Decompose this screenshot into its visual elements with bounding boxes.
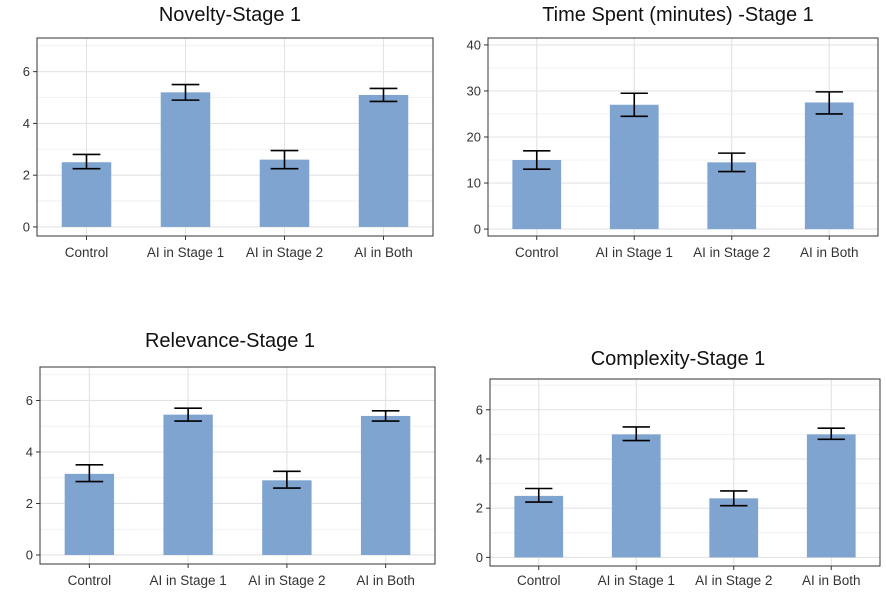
x-tick-label: Control (68, 573, 112, 588)
x-tick-label: Control (515, 245, 559, 260)
bar (806, 434, 856, 558)
plot-frame (39, 366, 436, 565)
chart-time-spent: Time Spent (minutes) -Stage 1 0 10 20 30 40 C… (450, 0, 886, 275)
bar (609, 104, 659, 230)
chart-complexity: Complexity-Stage 1 0 2 4 6 Control AI in Stag… (450, 320, 886, 593)
bar (259, 159, 310, 227)
y-tick-label: 0 (23, 219, 30, 234)
plot-frame (36, 37, 434, 237)
x-tick-label: AI in Stage 2 (248, 573, 325, 588)
bar (262, 480, 312, 555)
x-tick-label: AI in Both (802, 573, 861, 588)
chart-plot: 0 10 20 30 40 Control AI in Stage 1 AI in Stage… (467, 37, 879, 260)
x-tick-label: AI in Both (354, 245, 413, 260)
x-tick-label: AI in Stage 2 (246, 245, 323, 260)
y-tick-label: 0 (26, 547, 33, 562)
bar (163, 414, 213, 555)
x-tick-label: AI in Stage 1 (598, 573, 675, 588)
bar (360, 415, 411, 555)
y-tick-label: 30 (467, 83, 481, 98)
y-tick-label: 4 (26, 444, 33, 459)
x-tick-label: AI in Stage 2 (693, 245, 770, 260)
bar (611, 434, 661, 558)
y-tick-label: 4 (23, 116, 30, 131)
bar (160, 92, 211, 227)
y-tick-label: 40 (467, 37, 481, 52)
y-tick-label: 2 (26, 496, 33, 511)
y-tick-label: 0 (474, 222, 481, 237)
y-tick-label: 0 (476, 550, 483, 565)
bar (707, 162, 757, 230)
chart-plot: 0 2 4 6 Control AI in Stage 1 AI in Stage 2 AI … (476, 378, 881, 588)
y-tick-label: 2 (23, 168, 30, 183)
bar (514, 495, 564, 558)
y-tick-label: 6 (23, 64, 30, 79)
chart-title: Novelty-Stage 1 (158, 4, 302, 26)
x-tick-label: AI in Stage 1 (149, 573, 226, 588)
y-tick-label: 2 (476, 501, 483, 516)
y-tick-label: 10 (467, 176, 481, 191)
plot-frame (489, 378, 881, 567)
chart-title: Complexity-Stage 1 (590, 348, 766, 370)
x-tick-label: Control (517, 573, 561, 588)
x-tick-label: AI in Stage 1 (147, 245, 224, 260)
bar (358, 94, 409, 227)
y-tick-label: 6 (26, 393, 33, 408)
bar (804, 102, 854, 230)
chart-plot: 0 2 4 6 Control AI in Stage 1 AI in Stage 2 AI … (26, 366, 436, 588)
x-tick-label: AI in Stage 2 (695, 573, 772, 588)
x-tick-label: AI in Stage 1 (596, 245, 673, 260)
x-tick-label: Control (65, 245, 109, 260)
chart-title: Relevance-Stage 1 (144, 330, 316, 352)
x-tick-label: AI in Both (800, 245, 859, 260)
y-tick-label: 4 (476, 451, 483, 466)
y-tick-label: 20 (467, 130, 481, 145)
bar (512, 160, 562, 230)
x-tick-label: AI in Both (356, 573, 415, 588)
chart-title: Time Spent (minutes) -Stage 1 (542, 4, 814, 26)
bar (61, 162, 112, 227)
bar (709, 498, 759, 558)
chart-novelty: Novelty-Stage 1 0 2 4 6 Control AI in Stage 1… (0, 0, 440, 275)
chart-relevance: Relevance-Stage 1 0 2 4 6 Control AI in Stage… (0, 320, 440, 593)
chart-plot: 0 2 4 6 Control AI in Stage 1 AI in Stage 2 AI … (23, 37, 434, 260)
y-tick-label: 6 (476, 402, 483, 417)
bar (64, 473, 115, 555)
